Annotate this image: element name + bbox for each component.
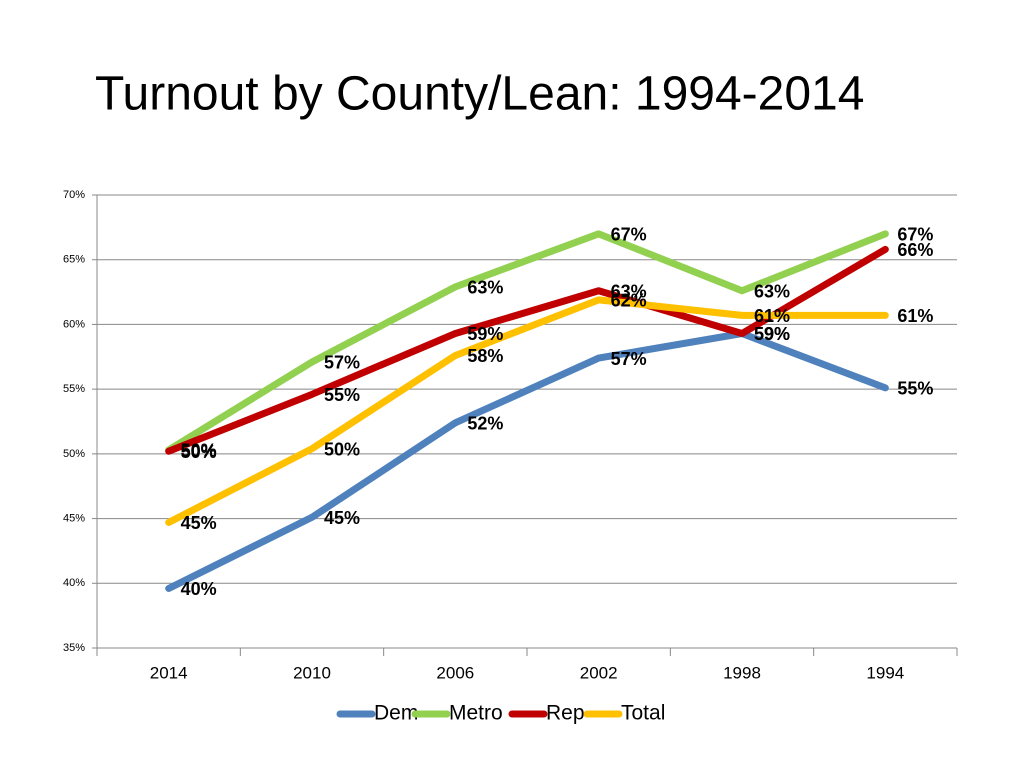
data-label: 55% bbox=[897, 379, 933, 399]
x-tick-label: 1998 bbox=[723, 663, 761, 682]
y-tick-label: 60% bbox=[63, 318, 85, 330]
y-tick-label: 50% bbox=[63, 448, 85, 460]
y-tick-label: 70% bbox=[63, 189, 85, 201]
y-tick-label: 40% bbox=[63, 577, 85, 589]
data-label: 50% bbox=[181, 442, 217, 462]
data-label: 57% bbox=[324, 353, 360, 373]
legend-label: Metro bbox=[449, 702, 503, 725]
data-label: 59% bbox=[754, 324, 790, 344]
x-tick-label: 2014 bbox=[150, 663, 188, 682]
series-line bbox=[165, 230, 889, 454]
x-tick-label: 2010 bbox=[293, 663, 331, 682]
legend-label: Dem bbox=[374, 702, 418, 725]
y-tick-label: 35% bbox=[63, 642, 85, 654]
data-label: 67% bbox=[611, 225, 647, 245]
series-line bbox=[165, 245, 889, 455]
data-label: 67% bbox=[897, 225, 933, 245]
data-label: 45% bbox=[324, 508, 360, 528]
data-label: 61% bbox=[754, 306, 790, 326]
data-label: 59% bbox=[467, 324, 503, 344]
x-tick-label: 1994 bbox=[866, 663, 904, 682]
legend-label: Total bbox=[621, 702, 665, 725]
data-label: 62% bbox=[611, 291, 647, 311]
data-label: 50% bbox=[181, 441, 217, 461]
data-label: 63% bbox=[467, 278, 503, 298]
data-label: 66% bbox=[897, 240, 933, 260]
data-label: 55% bbox=[324, 385, 360, 405]
y-tick-label: 45% bbox=[63, 512, 85, 524]
y-tick-label: 55% bbox=[63, 383, 85, 395]
data-label: 61% bbox=[897, 306, 933, 326]
data-label: 63% bbox=[611, 282, 647, 302]
data-label: 50% bbox=[324, 439, 360, 459]
data-label: 59% bbox=[754, 324, 790, 344]
legend-label: Rep bbox=[546, 702, 585, 725]
data-label: 45% bbox=[181, 513, 217, 533]
data-label: 57% bbox=[611, 349, 647, 369]
x-tick-label: 2006 bbox=[436, 663, 474, 682]
x-tick-label: 2002 bbox=[580, 663, 618, 682]
data-label: 40% bbox=[181, 579, 217, 599]
y-tick-label: 65% bbox=[63, 254, 85, 266]
series-line bbox=[165, 329, 889, 592]
data-label: 63% bbox=[754, 282, 790, 302]
data-label: 52% bbox=[467, 414, 503, 434]
series-line bbox=[165, 296, 889, 526]
chart-title: Turnout by County/Lean: 1994-2014 bbox=[95, 68, 864, 121]
data-label: 58% bbox=[467, 346, 503, 366]
